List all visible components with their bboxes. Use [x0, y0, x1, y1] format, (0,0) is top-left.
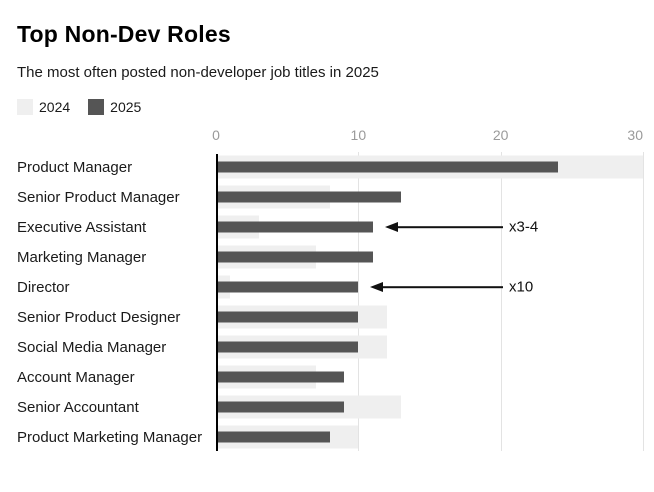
axis-tick-30: 30	[627, 127, 643, 143]
legend-item-2024: 2024	[17, 98, 71, 115]
chart-page: Top Non-Dev Roles The most often posted …	[17, 21, 644, 452]
legend-label-2024: 2024	[39, 98, 71, 115]
chart-title: Top Non-Dev Roles	[17, 21, 231, 47]
plot-row	[216, 272, 643, 302]
plot-area: x3-4 x10	[216, 152, 644, 452]
bar-2025	[216, 341, 359, 353]
plot-row	[216, 302, 643, 332]
bar-2025	[216, 371, 345, 383]
category-label: Director	[17, 278, 70, 296]
category-label: Senior Product Manager	[17, 188, 180, 206]
legend: 2024 2025	[17, 98, 643, 115]
bar-2025	[216, 311, 359, 323]
legend-swatch-2025	[88, 98, 105, 115]
category-labels: Product Manager Senior Product Manager Exe…	[17, 152, 216, 452]
plot-row	[216, 392, 643, 422]
category-label: Marketing Manager	[17, 248, 147, 266]
legend-swatch-2024	[17, 98, 33, 115]
axis-tick-10: 10	[350, 127, 367, 143]
chart-body: Product Manager Senior Product Manager Exe…	[17, 152, 644, 452]
gridline-20	[500, 152, 502, 451]
category-label: Social Media Manager	[17, 338, 167, 356]
legend-label-2025: 2025	[110, 98, 142, 115]
gridline-30	[643, 152, 644, 451]
plot-row	[216, 152, 643, 182]
plot-row	[216, 362, 643, 392]
bar-2025	[216, 251, 373, 263]
plot-row	[216, 422, 643, 452]
gridline-10	[358, 152, 360, 451]
plot-row	[216, 212, 643, 242]
plot-rows	[216, 152, 643, 452]
category-label: Product Marketing Manager	[17, 428, 203, 446]
category-label: Executive Assistant	[17, 218, 147, 236]
category-label: Account Manager	[17, 368, 135, 386]
bar-2025	[216, 221, 373, 233]
bar-2025	[216, 191, 402, 203]
bar-2025	[216, 401, 345, 413]
category-label: Product Manager	[17, 158, 133, 176]
bar-2025	[216, 161, 558, 173]
axis-baseline	[216, 154, 218, 451]
plot-row	[216, 242, 643, 272]
axis-tick-0: 0	[212, 127, 220, 143]
bar-2025	[216, 431, 330, 443]
bar-2025	[216, 281, 359, 293]
legend-item-2025: 2025	[88, 98, 142, 115]
plot-row	[216, 182, 643, 212]
category-label: Senior Product Designer	[17, 308, 181, 326]
x-axis: 0 10 20 30	[212, 127, 643, 148]
axis-tick-20: 20	[492, 127, 509, 143]
chart-subtitle: The most often posted non-developer job …	[17, 64, 379, 81]
category-label: Senior Accountant	[17, 398, 139, 416]
plot-row	[216, 332, 643, 362]
